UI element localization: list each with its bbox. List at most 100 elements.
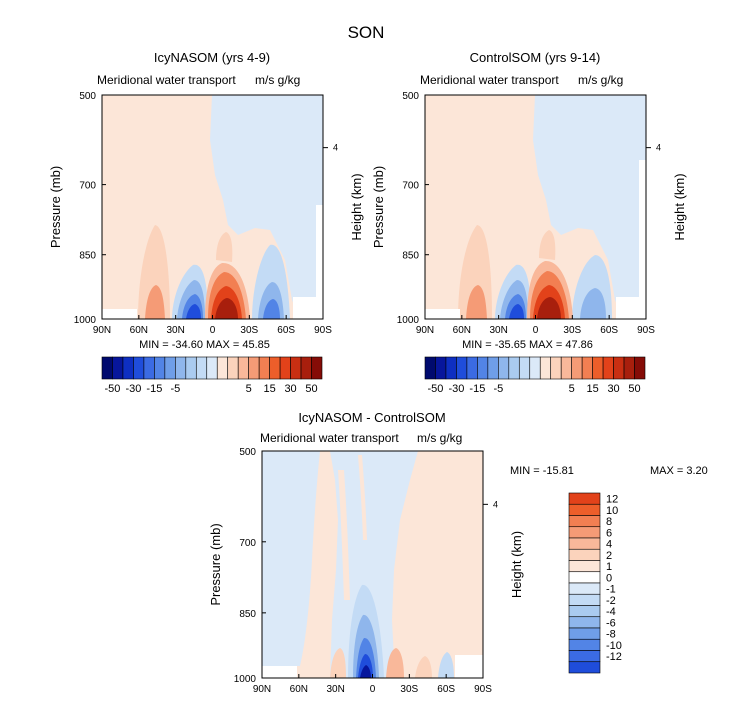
colorbar-swatch: [568, 503, 601, 516]
colorbar-label: -10: [606, 640, 622, 652]
colorbar-swatch: [571, 356, 583, 380]
colorbar-label: 5: [569, 383, 575, 395]
x-tick-label: 0: [210, 325, 216, 336]
surface-mask-south: [616, 297, 646, 319]
colorbar-swatch: [101, 356, 113, 380]
panel-icynasom: IcyNASOM (yrs 4-9) Meridional water tran…: [97, 50, 324, 320]
heatmap-field: [262, 451, 483, 678]
panel-subtitle: Meridional water transport: [420, 73, 559, 87]
panel-units: m/s g/kg: [255, 73, 300, 87]
colorbar-swatch: [185, 356, 197, 380]
pos-lobe-1: [330, 648, 346, 678]
y-tick-label: 1000: [397, 315, 420, 326]
x-tick-label: 30N: [166, 325, 184, 336]
surface-mask-north: [425, 309, 460, 319]
surface-mask-pole: [316, 205, 323, 297]
colorbar-swatch: [175, 356, 187, 380]
x-tick-label: 0: [370, 684, 376, 695]
pos-lobe-eq-core: [215, 298, 238, 319]
y-tick-label: 1000: [234, 674, 257, 685]
axes-layer: 90N 60N 30N 0 30S 60S 90S50070085010004Pressur…: [48, 91, 687, 695]
pos-lobe-north-in: [466, 285, 487, 319]
colorbar-horizontal: -50 -30 -15 -5 5 15 30 50: [424, 356, 646, 395]
x-tick-label: 30N: [489, 325, 507, 336]
neg-lobe-south: [438, 652, 454, 678]
panel-units: m/s g/kg: [417, 431, 462, 445]
colorbar-swatch: [568, 515, 601, 528]
colorbar-swatch: [508, 356, 520, 380]
surface-mask-pole: [639, 160, 646, 297]
y-axis-title: Pressure (mb): [48, 166, 63, 248]
colorbar-swatch: [164, 356, 176, 380]
y-tick-label: 700: [79, 181, 96, 192]
pos-lobe-north-in: [145, 285, 165, 319]
panel-title: IcyNASOM - ControlSOM: [298, 410, 445, 425]
surface-mask-south: [455, 655, 483, 678]
x-tick-label: 90S: [314, 325, 332, 336]
colorbar-swatch: [568, 661, 601, 674]
y-tick-label: 500: [79, 91, 96, 102]
axes-panel-3: 90N 60N 30N 0 30S 60S 90S 500 700 850 1000 4 Pressur…: [208, 447, 524, 695]
colorbar-swatch: [112, 356, 124, 380]
colorbar-label: -6: [606, 617, 616, 629]
y-tick-label: 700: [402, 181, 419, 192]
panel-difference: IcyNASOM - ControlSOM Meridional water t…: [260, 410, 708, 679]
panel-controlsom: ControlSOM (yrs 9-14) Meridional water t…: [420, 50, 647, 320]
heatmap-field: [425, 95, 646, 319]
colorbar-swatch: [290, 356, 302, 380]
negative-region-north: [262, 451, 320, 666]
colorbar-label: -15: [469, 383, 485, 395]
colorbar-label: 2: [606, 550, 612, 562]
stats-max: MAX = 3.20: [650, 465, 708, 477]
colorbar-swatch: [498, 356, 510, 380]
colorbar-label: 15: [263, 383, 275, 395]
colorbar-swatch: [568, 605, 601, 618]
colorbar-label: 4: [606, 539, 612, 551]
colorbar-swatch: [445, 356, 457, 380]
y-axis-title: Pressure (mb): [208, 523, 223, 605]
colorbar-label: -50: [105, 383, 121, 395]
colorbar-label: 50: [305, 383, 317, 395]
x-tick-label: 60N: [290, 684, 308, 695]
x-tick-label: 30S: [240, 325, 258, 336]
colorbar-label: 12: [606, 494, 618, 506]
y-tick-label: 850: [79, 251, 96, 262]
height-tick-label: 4: [656, 143, 661, 153]
colorbar-swatch: [568, 537, 601, 550]
x-tick-label: 60S: [437, 684, 455, 695]
colorbar-swatch: [623, 356, 635, 380]
colorbar-swatch: [568, 560, 601, 573]
colorbar-swatch: [237, 356, 249, 380]
colorbar-label: -15: [146, 383, 162, 395]
colorbar-label: -50: [428, 383, 444, 395]
panel-title: IcyNASOM (yrs 4-9): [154, 50, 270, 65]
colorbar-swatch: [568, 548, 601, 561]
y-axis-right-title: Height (km): [672, 173, 687, 240]
colorbar-swatch: [487, 356, 499, 380]
colorbar-label: -30: [448, 383, 464, 395]
surface-mask-north: [102, 309, 137, 319]
height-tick-label: 4: [493, 499, 498, 509]
colorbar-swatch: [613, 356, 625, 380]
colorbar-swatch: [592, 356, 604, 380]
colorbar-swatch: [227, 356, 239, 380]
colorbar-swatch: [143, 356, 155, 380]
y-tick-label: 500: [239, 447, 256, 458]
colorbar-swatch: [568, 593, 601, 606]
stats-label: MIN = -34.60 MAX = 45.85: [139, 339, 270, 351]
heatmap-field: [102, 95, 323, 319]
colorbar-label: -30: [125, 383, 141, 395]
x-tick-label: 60S: [600, 325, 618, 336]
colorbar-label: 30: [607, 383, 619, 395]
colorbar-swatch: [424, 356, 436, 380]
colorbar-swatch: [248, 356, 260, 380]
colorbar-swatch: [269, 356, 281, 380]
x-tick-label: 90N: [416, 325, 434, 336]
colorbar-label: 0: [606, 572, 612, 584]
colorbar-swatch: [122, 356, 134, 380]
x-tick-label: 30S: [400, 684, 418, 695]
colorbar-swatch: [568, 638, 601, 651]
panel-title: ControlSOM (yrs 9-14): [470, 50, 601, 65]
y-tick-label: 500: [402, 91, 419, 102]
